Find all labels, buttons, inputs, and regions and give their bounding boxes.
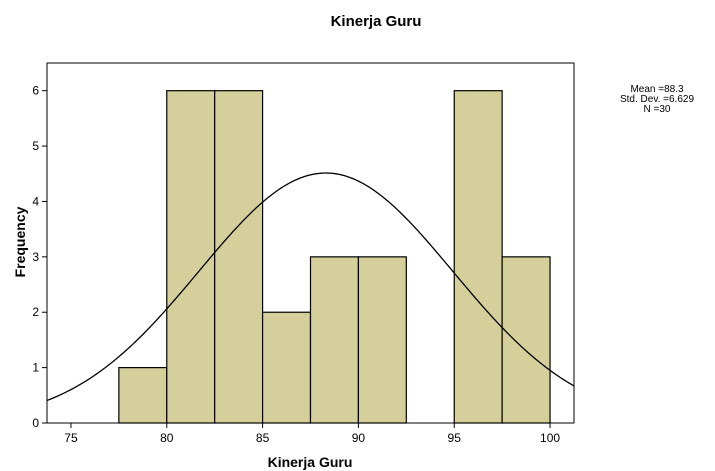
y-tick-label-3: 3 <box>32 250 39 264</box>
chart-title: Kinerja Guru <box>331 13 422 30</box>
x-tick-label-4: 95 <box>448 431 462 445</box>
x-tick-label-0: 75 <box>64 431 78 445</box>
x-tick-label-5: 100 <box>540 431 560 445</box>
y-tick-label-6: 6 <box>32 84 39 98</box>
x-tick-label-3: 90 <box>352 431 366 445</box>
x-tick-label-2: 85 <box>256 431 270 445</box>
histogram-bar-6 <box>454 91 502 423</box>
x-tick-label-1: 80 <box>160 431 174 445</box>
stats-box: Mean =88.3 Std. Dev. =6.629 N =30 <box>620 84 694 115</box>
histogram-bar-5 <box>358 257 406 423</box>
histogram-bar-0 <box>119 368 167 423</box>
y-tick-label-4: 4 <box>32 194 39 208</box>
y-tick-label-5: 5 <box>32 139 39 153</box>
histogram-bar-7 <box>502 257 550 423</box>
stats-n: N =30 <box>644 104 671 115</box>
y-axis-label: Frequency <box>12 206 28 277</box>
x-axis-label: Kinerja Guru <box>268 454 353 470</box>
histogram-bar-2 <box>215 91 263 423</box>
histogram-bar-3 <box>263 312 311 423</box>
y-tick-label-1: 1 <box>32 361 39 375</box>
y-tick-label-0: 0 <box>32 416 39 430</box>
histogram-bar-1 <box>167 91 215 423</box>
y-tick-label-2: 2 <box>32 305 39 319</box>
histogram-bar-4 <box>311 257 359 423</box>
